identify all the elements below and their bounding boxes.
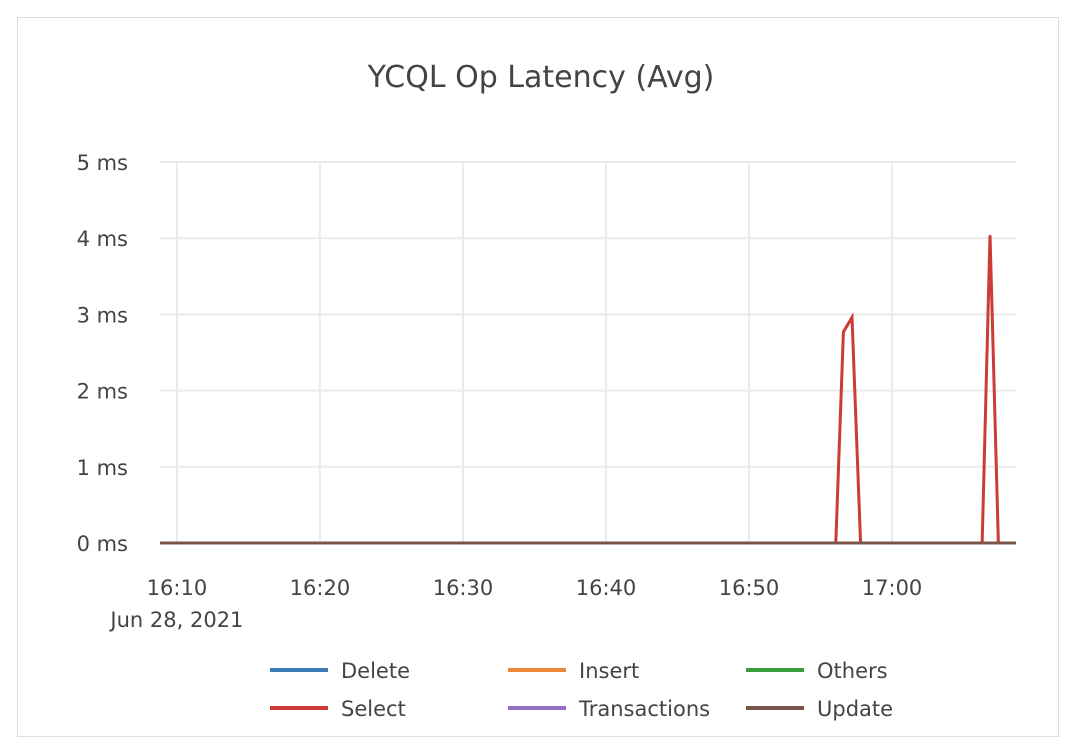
y-tick-label: 0 ms — [77, 532, 128, 556]
x-tick-label: 17:00 — [862, 576, 923, 600]
legend-item-insert[interactable]: Insert — [508, 659, 639, 683]
legend-label: Update — [817, 697, 893, 721]
x-tick-label: 16:50 — [719, 576, 780, 600]
x-tick-label: 16:30 — [433, 576, 494, 600]
y-tick-label: 1 ms — [77, 456, 128, 480]
chart-title: YCQL Op Latency (Avg) — [367, 60, 715, 95]
x-tick-label: 16:10 — [147, 576, 208, 600]
y-tick-label: 3 ms — [77, 303, 128, 327]
legend-item-others[interactable]: Others — [746, 659, 888, 683]
legend-label: Select — [341, 697, 406, 721]
y-tick-label: 5 ms — [77, 151, 128, 175]
legend-item-delete[interactable]: Delete — [270, 659, 410, 683]
chart-card — [17, 17, 1059, 737]
x-tick-label: 16:40 — [576, 576, 637, 600]
legend-item-transactions[interactable]: Transactions — [508, 697, 710, 721]
legend-item-select[interactable]: Select — [270, 697, 406, 721]
legend-item-update[interactable]: Update — [746, 697, 893, 721]
legend-label: Insert — [579, 659, 639, 683]
legend-label: Transactions — [578, 697, 710, 721]
y-tick-label: 2 ms — [77, 380, 128, 404]
series-line-select — [160, 235, 1016, 545]
x-tick-date-label: Jun 28, 2021 — [108, 608, 243, 632]
x-tick-label: 16:20 — [290, 576, 351, 600]
y-tick-label: 4 ms — [77, 227, 128, 251]
legend-label: Others — [817, 659, 888, 683]
legend-label: Delete — [341, 659, 410, 683]
